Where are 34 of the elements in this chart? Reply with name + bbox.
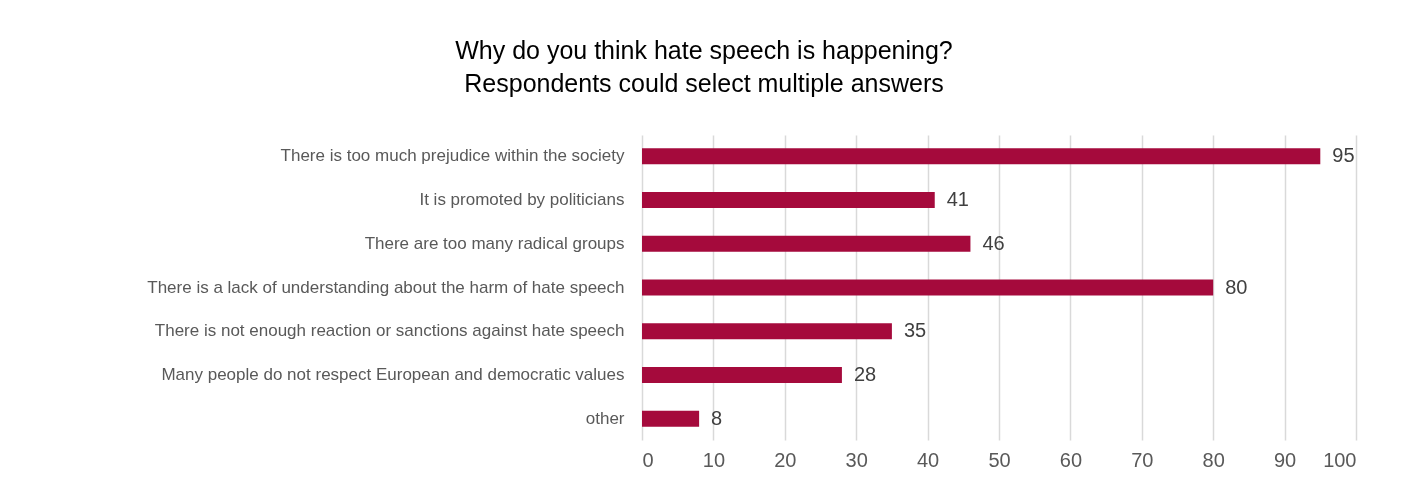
data-label: 95 — [1332, 144, 1355, 167]
x-tick-label: 60 — [1059, 448, 1083, 471]
x-tick-label: 50 — [988, 448, 1011, 471]
data-label: 46 — [982, 231, 1005, 254]
chart-title: Why do you think hate speech is happening? — [455, 36, 953, 64]
chart-subtitle: Respondents could select multiple answers — [464, 69, 944, 97]
y-tick-label: There is a lack of understanding about the harm of hate speech — [147, 277, 625, 297]
bar — [642, 366, 842, 384]
data-label: 28 — [853, 363, 877, 386]
x-tick-label: 90 — [1273, 448, 1297, 471]
x-tick-label: 20 — [774, 448, 797, 471]
y-tick-label: Many people do not respect European and democratic values — [161, 365, 625, 385]
bar — [642, 410, 700, 427]
y-tick-label: There are too many radical groups — [364, 233, 625, 253]
data-label: 41 — [946, 187, 969, 210]
y-tick-label: There is too much prejudice within the society — [280, 146, 625, 166]
bar — [642, 279, 1214, 296]
bar — [642, 148, 1321, 165]
bar — [642, 235, 971, 252]
y-tick-label: other — [585, 408, 625, 428]
data-label: 8 — [711, 406, 723, 429]
x-tick-label: 10 — [702, 448, 726, 471]
data-label: 80 — [1225, 275, 1248, 298]
x-tick-label: 80 — [1202, 448, 1225, 471]
data-label: 35 — [903, 319, 927, 342]
x-tick-label: 100 — [1323, 448, 1357, 471]
x-tick-label: 0 — [642, 448, 654, 471]
x-tick-label: 40 — [916, 448, 940, 471]
x-tick-label: 70 — [1131, 448, 1154, 471]
x-tick-label: 30 — [845, 448, 868, 471]
y-tick-label: There is not enough reaction or sanctions against hate speech — [154, 321, 625, 341]
bar — [642, 323, 892, 340]
y-tick-label: It is promoted by politicians — [419, 189, 625, 209]
bar — [642, 191, 935, 209]
